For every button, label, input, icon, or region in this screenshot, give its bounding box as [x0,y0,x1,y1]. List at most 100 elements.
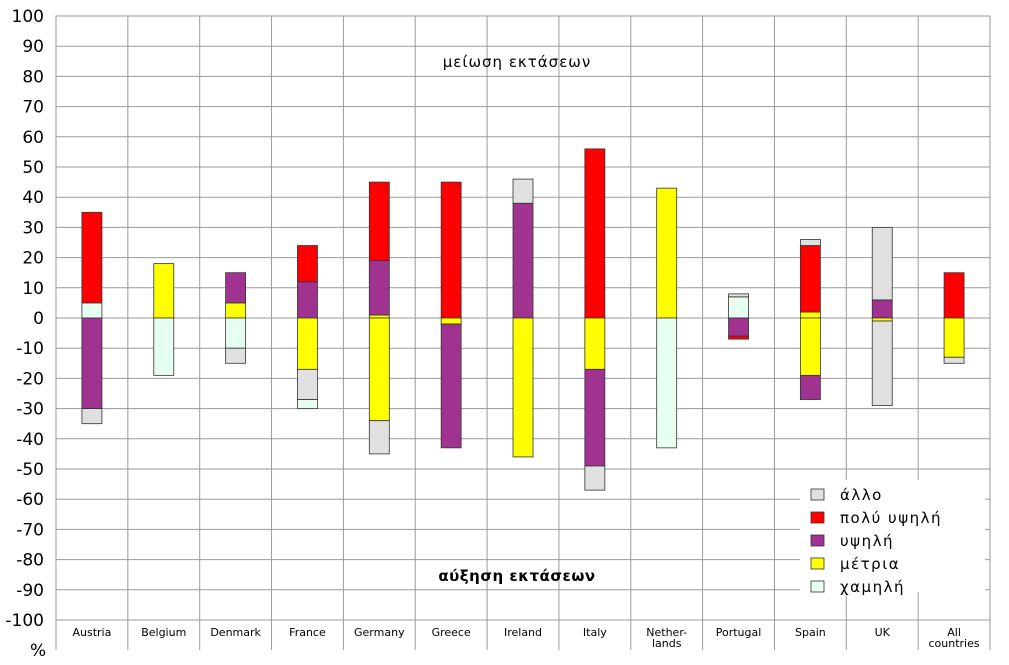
bar-segment-high [440,323,462,449]
bar-segment-other [799,239,821,246]
bar-segment-high [871,299,893,319]
x-axis-ticks: Austria Belgium Denmark France Germany Greece… [72,626,979,650]
bar-segment-medium [512,317,534,458]
legend-swatch-high [810,534,825,547]
x-tick-label: Greece [432,626,471,639]
bar-segment-high [81,317,103,409]
bar-segment-high [584,368,606,467]
bar-segment-other [297,368,318,400]
y-tick-label: 0 [33,309,44,329]
bar-segment-very_high [584,148,606,319]
bar-segment-other [871,226,893,301]
bar-segment-other [512,178,534,204]
bar-segment-low [81,302,103,319]
y-tick-label: 90 [22,37,44,57]
y-tick-label: 30 [22,218,44,238]
legend: άλλο πολύ υψηλή υψηλή μέτρια χαμηλή [800,480,985,596]
bar-segment-other [871,320,893,406]
bar-segment-medium [943,317,965,358]
bar-segment-other [81,408,103,425]
y-tick-label: -70 [16,520,44,540]
y-tick-label: 20 [22,249,44,269]
bar-segment-medium [656,187,678,319]
bar-segment-very_high [368,181,390,262]
bar-segment-very_high [297,245,318,283]
x-tick-label: Nether-lands [646,626,687,650]
legend-label-medium: μέτρια [840,555,900,573]
bar-segment-medium [153,263,175,319]
bar-segment-medium [297,317,318,370]
legend-swatch-other [810,488,825,501]
legend-swatch-very_high [810,511,825,524]
y-tick-label: -10 [16,339,44,359]
y-axis-ticks: 1009080706050403020100-10-20-30-40-50-60… [5,7,44,631]
x-tick-label: Denmark [210,626,261,639]
bar-segment-very_high [943,272,965,319]
bar-segment-low [656,317,678,449]
bar-segment-medium [799,311,821,319]
y-tick-label: -40 [16,430,44,450]
x-tick-label: Austria [72,626,111,639]
bar-segment-low [297,399,318,410]
x-tick-label: Spain [795,626,826,639]
legend-label-very_high: πολύ υψηλή [840,509,942,527]
annotation-bottom: αύξηση εκτάσεων [438,567,595,585]
y-tick-label: -80 [16,551,44,571]
bar-segment-high [799,374,821,400]
bar-segment-high [225,272,247,304]
bar-segment-other [584,465,606,491]
bar-segment-high [297,281,318,319]
y-tick-label: -90 [16,581,44,601]
y-tick-label: -100 [5,611,44,631]
bar-segment-very_high [440,181,462,319]
bar-segment-high [512,202,534,319]
x-tick-label: Ireland [504,626,542,639]
y-tick-label: 60 [22,128,44,148]
bar-segment-low [225,317,247,349]
bar-segment-other [368,420,390,455]
legend-label-other: άλλο [840,486,883,504]
bar-segment-high [728,317,749,337]
bar-segment-medium [225,302,247,319]
x-tick-label: Belgium [141,626,186,639]
annotation-top: μείωση εκτάσεων [443,53,592,71]
unit-label: % [30,641,46,661]
bar-segment-medium [799,317,821,376]
legend-label-low: χαμηλή [840,578,905,596]
bar-segment-other [225,347,247,364]
y-tick-label: -20 [16,369,44,389]
bar-segment-very_high [799,245,821,313]
bar-segment-medium [368,317,390,422]
y-tick-label: 10 [22,279,44,299]
y-tick-label: 80 [22,67,44,87]
y-tick-label: -50 [16,460,44,480]
bars [81,148,965,491]
x-tick-label: Germany [354,626,405,639]
x-tick-label: All countries [929,626,980,650]
bar-segment-medium [584,317,606,370]
y-tick-label: 40 [22,188,44,208]
legend-swatch-low [810,580,825,593]
bar-segment-low [728,296,749,319]
bar-segment-high [368,260,390,316]
y-tick-label: 70 [22,98,44,118]
x-tick-label: UK [875,626,891,639]
legend-swatch-medium [810,557,825,570]
y-tick-label: -60 [16,490,44,510]
bar-segment-medium [368,314,390,319]
x-tick-label: Italy [583,626,607,639]
x-tick-label: Portugal [716,626,762,639]
x-tick-label: France [289,626,326,639]
bar-segment-other [943,356,965,364]
bar-segment-very_high [728,335,749,340]
y-tick-label: -30 [16,400,44,420]
bar-segment-low [153,317,175,376]
bar-segment-very_high [81,211,103,304]
legend-label-high: υψηλή [840,532,894,550]
y-tick-label: 50 [22,158,44,178]
bar-segment-medium [871,317,893,322]
y-tick-label: 100 [12,7,44,27]
bar-segment-medium [440,317,462,325]
bar-segment-other [728,293,749,298]
